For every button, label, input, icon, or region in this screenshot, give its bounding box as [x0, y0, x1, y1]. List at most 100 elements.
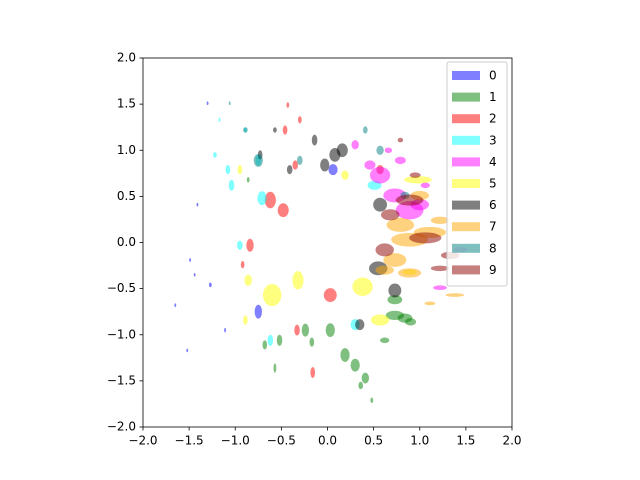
point — [375, 243, 394, 257]
point — [328, 164, 338, 176]
point — [373, 197, 388, 212]
point — [277, 203, 289, 218]
point — [445, 293, 465, 297]
legend-swatch — [452, 114, 480, 124]
point — [370, 314, 390, 326]
x-tick-label: 1.5 — [456, 434, 475, 448]
point — [267, 334, 274, 346]
point — [244, 274, 252, 286]
point — [273, 363, 277, 373]
point — [225, 165, 231, 175]
x-tick-label: −0.5 — [267, 434, 296, 448]
point — [253, 153, 263, 167]
point — [294, 324, 300, 336]
point — [325, 323, 335, 338]
legend-swatch — [452, 92, 480, 102]
point — [246, 238, 254, 252]
point — [361, 372, 370, 384]
y-tick-label: −2.0 — [107, 420, 136, 434]
x-tick-label: −2.0 — [128, 434, 157, 448]
point — [224, 327, 227, 333]
point — [398, 268, 422, 278]
legend-label: 1 — [489, 90, 497, 104]
point — [228, 179, 235, 191]
point — [243, 315, 248, 325]
legend-swatch — [452, 243, 480, 253]
point — [380, 337, 390, 344]
point — [292, 160, 298, 170]
y-tick-label: 0.0 — [117, 235, 136, 249]
point — [297, 116, 302, 124]
point — [364, 160, 376, 170]
point — [297, 155, 303, 166]
x-tick-label: 1.0 — [410, 434, 429, 448]
point — [196, 202, 199, 207]
point — [254, 304, 263, 319]
point — [388, 283, 402, 298]
point — [262, 340, 268, 350]
point — [262, 284, 282, 307]
point — [424, 301, 436, 306]
data-layer — [174, 101, 468, 404]
point — [237, 165, 243, 175]
x-tick-label: −1.0 — [221, 434, 250, 448]
point — [282, 125, 288, 135]
point — [351, 140, 359, 150]
point — [246, 177, 250, 183]
point — [386, 218, 415, 232]
y-tick-label: 0.5 — [117, 189, 136, 203]
point — [228, 101, 231, 106]
point — [309, 337, 315, 347]
legend-swatch — [452, 179, 480, 188]
point — [363, 126, 368, 134]
y-tick-label: 2.0 — [117, 51, 136, 65]
y-tick-label: −0.5 — [107, 281, 136, 295]
point — [323, 288, 337, 303]
legend-swatch — [452, 222, 480, 232]
legend: 0 1 2 3 4 5 6 7 8 9 — [446, 61, 508, 287]
point — [375, 265, 394, 275]
legend-label: 8 — [489, 241, 497, 255]
legend-swatch — [452, 71, 480, 80]
point — [276, 334, 283, 346]
y-tick-label: 1.5 — [117, 97, 136, 111]
point — [193, 272, 196, 277]
point — [341, 170, 349, 180]
x-tick-label: 0.5 — [364, 434, 383, 448]
point — [404, 176, 432, 184]
point — [292, 271, 304, 290]
point — [397, 137, 404, 143]
legend-label: 3 — [489, 133, 497, 147]
legend-swatch — [452, 200, 480, 210]
point — [387, 295, 403, 305]
point — [370, 397, 374, 404]
point — [311, 134, 318, 146]
point — [395, 200, 424, 220]
y-tick-label: 1.0 — [117, 143, 136, 157]
legend-swatch — [452, 265, 480, 275]
legend-label: 4 — [489, 155, 497, 169]
point — [395, 194, 424, 206]
point — [430, 216, 450, 225]
point — [310, 367, 316, 379]
point — [340, 348, 350, 362]
legend-label: 7 — [489, 220, 497, 234]
x-tick-label: −1.5 — [175, 434, 204, 448]
point — [394, 156, 406, 165]
legend-label: 2 — [489, 112, 497, 126]
point — [352, 277, 373, 297]
point — [301, 323, 310, 337]
legend-label: 6 — [489, 198, 497, 212]
point — [208, 282, 212, 288]
y-tick-label: −1.5 — [107, 373, 136, 387]
point — [358, 381, 364, 390]
x-tick-label: 0.0 — [318, 434, 337, 448]
legend-swatch — [452, 135, 480, 145]
point — [384, 147, 393, 154]
point — [383, 253, 407, 267]
point — [320, 158, 330, 172]
legend-label: 9 — [489, 263, 497, 277]
legend-swatch — [452, 157, 480, 167]
